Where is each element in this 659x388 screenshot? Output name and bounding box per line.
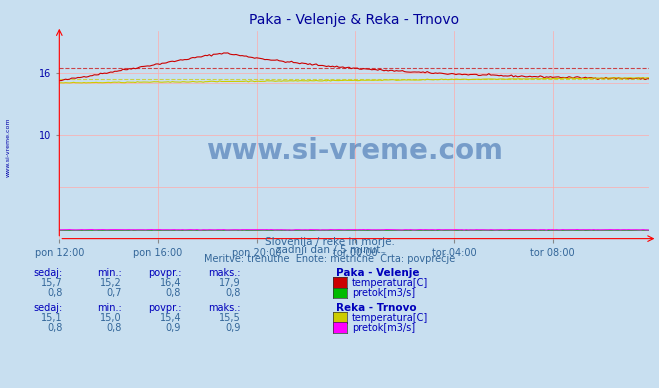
Text: www.si-vreme.com: www.si-vreme.com (5, 118, 11, 177)
Text: min.:: min.: (97, 268, 122, 278)
Text: 0,9: 0,9 (166, 323, 181, 333)
Text: 0,8: 0,8 (47, 288, 63, 298)
Text: maks.:: maks.: (208, 303, 241, 313)
Text: sedaj:: sedaj: (34, 303, 63, 313)
Text: pretok[m3/s]: pretok[m3/s] (352, 288, 415, 298)
Text: zadnji dan / 5 minut.: zadnji dan / 5 minut. (275, 245, 384, 255)
Text: Meritve: trenutne  Enote: metrične  Črta: povprečje: Meritve: trenutne Enote: metrične Črta: … (204, 251, 455, 263)
Text: povpr.:: povpr.: (148, 303, 181, 313)
Text: 15,1: 15,1 (41, 313, 63, 323)
Text: 0,9: 0,9 (225, 323, 241, 333)
Text: 15,2: 15,2 (100, 278, 122, 288)
Text: 0,7: 0,7 (106, 288, 122, 298)
Text: povpr.:: povpr.: (148, 268, 181, 278)
Text: 16,4: 16,4 (159, 278, 181, 288)
Text: Reka - Trnovo: Reka - Trnovo (336, 303, 416, 313)
Text: 15,0: 15,0 (100, 313, 122, 323)
Text: 15,5: 15,5 (219, 313, 241, 323)
Text: temperatura[C]: temperatura[C] (352, 313, 428, 323)
Text: 0,8: 0,8 (166, 288, 181, 298)
Text: pretok[m3/s]: pretok[m3/s] (352, 323, 415, 333)
Title: Paka - Velenje & Reka - Trnovo: Paka - Velenje & Reka - Trnovo (249, 13, 459, 27)
Text: Slovenija / reke in morje.: Slovenija / reke in morje. (264, 237, 395, 247)
Text: Paka - Velenje: Paka - Velenje (336, 268, 420, 278)
Text: www.si-vreme.com: www.si-vreme.com (206, 137, 503, 165)
Text: 0,8: 0,8 (225, 288, 241, 298)
Text: 0,8: 0,8 (47, 323, 63, 333)
Text: 15,7: 15,7 (41, 278, 63, 288)
Text: temperatura[C]: temperatura[C] (352, 278, 428, 288)
Text: min.:: min.: (97, 303, 122, 313)
Text: 0,8: 0,8 (107, 323, 122, 333)
Text: 15,4: 15,4 (159, 313, 181, 323)
Text: sedaj:: sedaj: (34, 268, 63, 278)
Text: 17,9: 17,9 (219, 278, 241, 288)
Text: maks.:: maks.: (208, 268, 241, 278)
